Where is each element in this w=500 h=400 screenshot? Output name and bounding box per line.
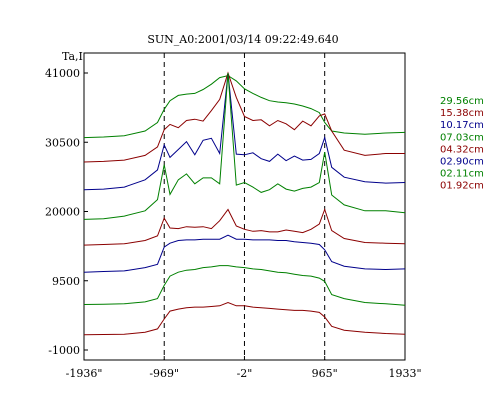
legend-item-02.11cm: 02.11cm [440,169,484,180]
x-tick-label-0: -1936" [66,367,103,380]
legend-item-07.03cm: 07.03cm [440,132,484,143]
y-tick-label-3: 9500 [52,275,80,288]
legend-item-15.38cm: 15.38cm [440,108,484,119]
series-lines [83,71,406,336]
legend-item-10.17cm: 10.17cm [440,120,484,131]
y-axis-ticks: 41000 30500 20000 9500 -1000 [45,67,88,357]
series-line-29.56cm [83,75,406,139]
reference-lines [163,53,326,360]
y-axis-label: Ta,I [62,50,83,63]
series-line-07.03cm [83,72,406,220]
x-tick-label-3: 965" [312,367,338,380]
x-tick-label-4: 1933" [388,367,421,380]
x-axis-ticks: -1936" -969" -2" 965" 1933" [66,356,422,380]
x-tick-label-2: -2" [237,367,253,380]
legend-item-29.56cm: 29.56cm [440,96,484,107]
legend-item-01.92cm: 01.92cm [440,181,484,192]
series-line-04.32cm [83,207,406,246]
series-line-15.38cm [83,71,405,163]
series-line-02.90cm [83,234,406,273]
series-line-01.92cm [83,301,406,336]
x-tick-label-1: -969" [149,367,179,380]
series-line-02.11cm [83,265,406,306]
legend-item-04.32cm: 04.32cm [440,144,484,155]
chart-title: SUN_A0:2001/03/14 09:22:49.640 [147,33,338,46]
y-tick-label-0: 41000 [45,67,80,80]
y-tick-label-4: -1000 [48,344,80,357]
legend-item-02.90cm: 02.90cm [440,157,484,168]
y-tick-label-2: 20000 [45,206,80,219]
series-line-10.17cm [83,72,406,191]
y-tick-label-1: 30500 [45,136,80,149]
